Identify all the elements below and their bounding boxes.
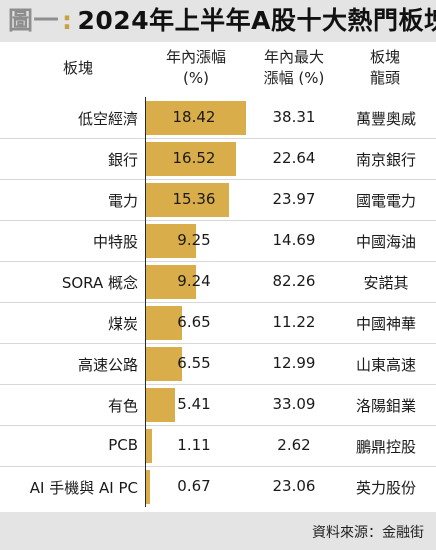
gain-value: 6.55 bbox=[177, 353, 211, 372]
gain-bar bbox=[146, 141, 236, 176]
sector-leader: 英力股份 bbox=[355, 478, 416, 497]
figure-label: 圖一 bbox=[8, 6, 60, 35]
gain-value: 6.65 bbox=[177, 312, 211, 331]
row-divider bbox=[0, 220, 436, 221]
header-max-gain-line1: 年內最大 bbox=[263, 48, 324, 66]
gain-bar bbox=[146, 305, 182, 340]
header-h1-gain-line1: 年內漲幅 bbox=[165, 48, 226, 66]
header-max-gain-line2: 漲幅 (%) bbox=[263, 69, 325, 87]
row-divider bbox=[0, 261, 436, 262]
row-divider bbox=[0, 425, 436, 426]
gain-bar bbox=[146, 182, 229, 217]
gain-value: 0.67 bbox=[177, 476, 211, 495]
sector-leader: 中國神華 bbox=[355, 314, 416, 333]
sector-label: AI 手機與 AI PC bbox=[29, 478, 138, 497]
row-divider bbox=[0, 179, 436, 180]
sector-leader: 中國海油 bbox=[355, 232, 416, 251]
max-gain-value: 82.26 bbox=[272, 271, 316, 290]
gain-bar bbox=[146, 100, 246, 135]
gain-bar bbox=[146, 469, 150, 504]
header-leader-line1: 板塊 bbox=[369, 48, 400, 66]
header-h1-gain-line2: (%) bbox=[183, 69, 209, 87]
sector-label: SORA 概念 bbox=[61, 273, 138, 292]
footer-band: 資料來源：金融街 bbox=[0, 512, 436, 550]
sector-leader: 山東高速 bbox=[355, 355, 416, 374]
header-max-gain: 年內最大 漲幅 (%) bbox=[252, 47, 336, 89]
sector-leader: 安諾其 bbox=[363, 273, 409, 292]
gain-bar bbox=[146, 223, 196, 258]
max-gain-value: 14.69 bbox=[272, 230, 316, 249]
title-text: 2024年上半年A股十大熱門板塊 bbox=[77, 6, 436, 35]
gain-value: 15.36 bbox=[172, 189, 216, 208]
max-gain-value: 2.62 bbox=[277, 435, 311, 454]
chart-title: 圖一:2024年上半年A股十大熱門板塊 bbox=[8, 4, 436, 38]
header-h1-gain: 年內漲幅 (%) bbox=[148, 47, 244, 89]
sector-leader: 鵬鼎控股 bbox=[355, 437, 416, 456]
sector-label: 高速公路 bbox=[77, 355, 138, 374]
gain-value: 1.11 bbox=[177, 435, 211, 454]
gain-bar bbox=[146, 264, 196, 299]
header-sector: 板塊 bbox=[62, 59, 93, 77]
bar-axis-line bbox=[145, 97, 146, 507]
max-gain-value: 22.64 bbox=[272, 148, 316, 167]
sector-label: 煤炭 bbox=[107, 314, 138, 333]
sector-leader: 洛陽鉬業 bbox=[355, 396, 416, 415]
max-gain-value: 12.99 bbox=[272, 353, 316, 372]
max-gain-value: 23.06 bbox=[272, 476, 316, 495]
gain-bar bbox=[146, 387, 175, 422]
sector-label: 中特股 bbox=[92, 232, 138, 251]
gain-value: 5.41 bbox=[177, 394, 211, 413]
row-divider bbox=[0, 138, 436, 139]
sector-label: 電力 bbox=[107, 191, 138, 210]
row-divider bbox=[0, 384, 436, 385]
gain-value: 9.25 bbox=[177, 230, 211, 249]
gain-bar bbox=[146, 428, 152, 463]
row-divider bbox=[0, 343, 436, 344]
sector-label: 低空經濟 bbox=[77, 109, 138, 128]
gain-value: 16.52 bbox=[172, 148, 216, 167]
sector-label: 銀行 bbox=[107, 150, 138, 169]
sector-label: 有色 bbox=[107, 396, 138, 415]
row-divider bbox=[0, 466, 436, 467]
gain-value: 18.42 bbox=[172, 107, 216, 126]
sector-leader: 南京銀行 bbox=[355, 150, 416, 169]
sector-label: PCB bbox=[108, 435, 138, 454]
max-gain-value: 38.31 bbox=[272, 107, 316, 126]
source-note: 資料來源：金融街 bbox=[312, 525, 424, 541]
sector-leader: 萬豐奧威 bbox=[355, 109, 416, 128]
max-gain-value: 33.09 bbox=[272, 394, 316, 413]
row-divider bbox=[0, 302, 436, 303]
header-leader-line2: 龍頭 bbox=[369, 69, 400, 87]
gain-value: 9.24 bbox=[177, 271, 211, 290]
sector-leader: 國電電力 bbox=[355, 191, 416, 210]
title-separator: : bbox=[62, 6, 73, 35]
header-leader: 板塊 龍頭 bbox=[345, 47, 425, 89]
title-band: 圖一:2024年上半年A股十大熱門板塊 bbox=[0, 0, 436, 42]
max-gain-value: 23.97 bbox=[272, 189, 316, 208]
gain-bar bbox=[146, 346, 182, 381]
max-gain-value: 11.22 bbox=[272, 312, 316, 331]
